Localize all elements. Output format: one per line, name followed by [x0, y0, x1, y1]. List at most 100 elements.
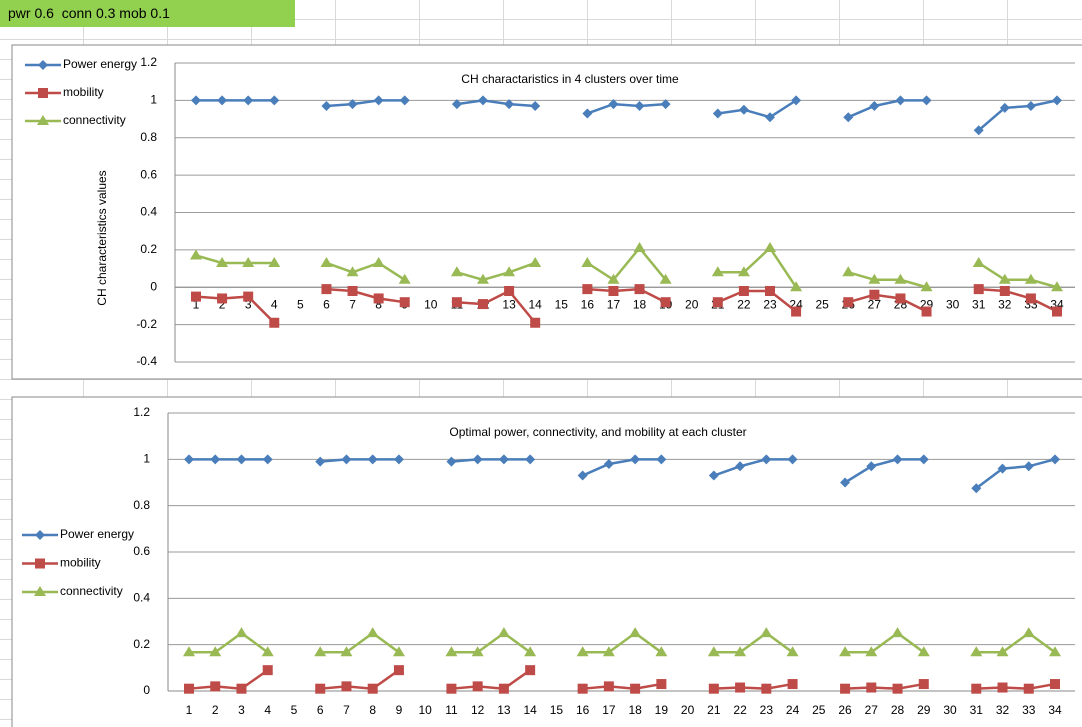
marker [1025, 293, 1036, 304]
marker [738, 104, 749, 115]
marker [504, 285, 515, 296]
x-tick-label: 22 [733, 703, 747, 717]
marker [372, 256, 385, 267]
marker [999, 285, 1010, 296]
marker [478, 299, 488, 310]
legend-label: mobility [60, 556, 101, 570]
x-tick-label: 25 [812, 703, 826, 717]
marker [340, 646, 353, 657]
x-tick-label: 22 [737, 297, 751, 311]
marker [918, 454, 929, 465]
x-tick-label: 31 [970, 703, 984, 717]
marker [839, 646, 852, 657]
y-tick-label: 1 [150, 93, 157, 107]
legend-label: connectivity [63, 113, 126, 127]
x-tick-label: 18 [633, 297, 647, 311]
legend-label: connectivity [60, 584, 123, 598]
marker [1049, 646, 1061, 657]
marker [235, 627, 248, 638]
marker [262, 665, 273, 676]
marker [498, 683, 509, 694]
x-tick-label: 20 [685, 297, 699, 311]
marker [190, 249, 202, 260]
marker [373, 95, 384, 106]
marker [209, 646, 222, 657]
marker [314, 646, 327, 657]
marker [577, 470, 588, 481]
marker [1025, 100, 1036, 111]
marker [525, 454, 536, 465]
marker [843, 112, 854, 123]
marker [607, 273, 620, 284]
chart-title: Optimal power, connectivity, and mobilit… [449, 425, 746, 439]
marker [366, 627, 379, 638]
y-tick-label: 0 [143, 683, 150, 697]
x-tick-label: 11 [445, 703, 458, 717]
y-tick-label: 0.2 [133, 637, 150, 651]
x-tick-label: 32 [996, 703, 1010, 717]
legend-label: Power energy [63, 57, 137, 71]
marker [634, 100, 645, 111]
marker [712, 297, 723, 308]
marker [315, 683, 326, 694]
marker [633, 242, 646, 253]
marker [708, 470, 719, 481]
x-tick-label: 27 [868, 297, 882, 311]
marker [971, 483, 982, 494]
marker [656, 454, 667, 465]
marker [843, 297, 854, 308]
x-tick-label: 25 [816, 297, 830, 311]
x-tick-label: 13 [497, 703, 511, 717]
marker [712, 108, 723, 119]
marker [892, 454, 903, 465]
marker [242, 256, 255, 267]
marker [341, 681, 352, 692]
x-tick-label: 6 [323, 297, 330, 311]
marker [707, 646, 720, 657]
x-tick-label: 30 [943, 703, 957, 717]
x-tick-label: 3 [238, 703, 245, 717]
marker [791, 306, 802, 317]
x-tick-label: 2 [212, 703, 219, 717]
x-tick-label: 3 [245, 297, 252, 311]
marker [791, 95, 802, 106]
y-axis-label: CH characteristics values [95, 170, 109, 305]
x-tick-label: 27 [865, 703, 879, 717]
series-line [189, 631, 1056, 654]
marker [367, 683, 378, 694]
marker [497, 627, 510, 638]
marker [972, 256, 985, 267]
x-tick-label: 4 [264, 703, 271, 717]
marker [524, 646, 537, 657]
marker [35, 530, 45, 540]
x-tick-label: 24 [786, 703, 800, 717]
marker [217, 95, 228, 106]
x-tick-label: 12 [471, 703, 485, 717]
x-tick-label: 10 [419, 703, 433, 717]
marker [582, 108, 593, 119]
marker [735, 461, 746, 472]
marker [603, 681, 614, 692]
x-tick-label: 28 [891, 703, 905, 717]
y-tick-label: 0.8 [133, 498, 150, 512]
marker [1050, 679, 1060, 690]
marker [262, 454, 273, 465]
marker [603, 458, 614, 469]
marker [268, 256, 281, 267]
x-tick-label: 5 [291, 703, 298, 717]
x-tick-label: 19 [655, 703, 669, 717]
x-tick-label: 8 [369, 703, 376, 717]
header-cell[interactable]: pwr 0.6 conn 0.3 mob 0.1 [0, 0, 295, 27]
marker [38, 88, 48, 98]
marker [790, 281, 803, 292]
y-tick-label: 0.8 [140, 130, 157, 144]
marker [761, 683, 772, 694]
y-tick-label: -0.4 [136, 354, 157, 368]
marker [503, 266, 516, 277]
marker [373, 293, 384, 304]
marker [581, 256, 594, 267]
marker [842, 266, 855, 277]
x-tick-label: 14 [523, 703, 537, 717]
